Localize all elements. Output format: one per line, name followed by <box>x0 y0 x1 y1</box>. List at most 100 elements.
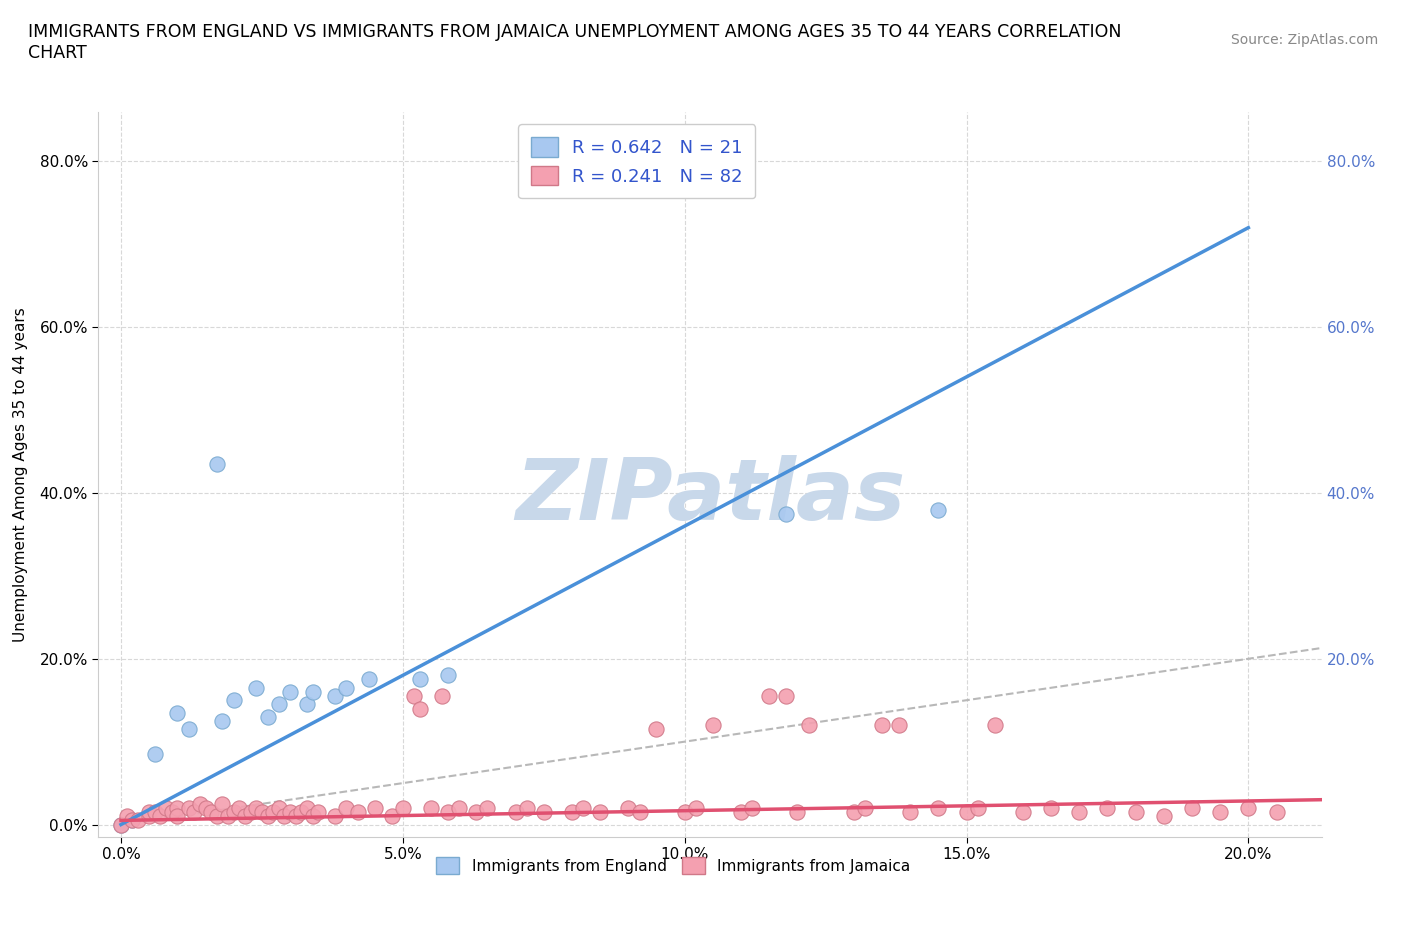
Point <box>628 804 651 819</box>
Point <box>853 801 876 816</box>
Point <box>1097 801 1119 816</box>
Point <box>205 809 228 824</box>
Point <box>273 809 295 824</box>
Point <box>617 801 640 816</box>
Point <box>432 688 454 703</box>
Point <box>797 718 820 733</box>
Point <box>278 684 301 699</box>
Point <box>194 801 217 816</box>
Point <box>449 801 471 816</box>
Point <box>301 684 323 699</box>
Point <box>966 801 988 816</box>
Point <box>301 809 323 824</box>
Point <box>183 804 205 819</box>
Point <box>1181 801 1204 816</box>
Point <box>284 809 307 824</box>
Point <box>262 804 284 819</box>
Point <box>307 804 329 819</box>
Point <box>983 718 1005 733</box>
Point <box>673 804 696 819</box>
Point <box>250 804 273 819</box>
Point <box>200 804 222 819</box>
Point <box>267 697 290 711</box>
Point <box>927 502 949 517</box>
Point <box>166 809 188 824</box>
Legend: Immigrants from England, Immigrants from Jamaica: Immigrants from England, Immigrants from… <box>430 851 917 880</box>
Point <box>775 506 797 521</box>
Point <box>927 801 949 816</box>
Point <box>110 817 132 832</box>
Text: Source: ZipAtlas.com: Source: ZipAtlas.com <box>1230 33 1378 46</box>
Point <box>110 817 132 832</box>
Point <box>222 693 245 708</box>
Point <box>363 801 385 816</box>
Point <box>786 804 808 819</box>
Y-axis label: Unemployment Among Ages 35 to 44 years: Unemployment Among Ages 35 to 44 years <box>14 307 28 642</box>
Point <box>420 801 443 816</box>
Point <box>233 809 256 824</box>
Point <box>842 804 865 819</box>
Point <box>437 804 460 819</box>
Point <box>267 801 290 816</box>
Point <box>188 796 211 811</box>
Point <box>222 804 245 819</box>
Point <box>290 804 312 819</box>
Point <box>380 809 402 824</box>
Point <box>155 801 177 816</box>
Point <box>166 801 188 816</box>
Point <box>730 804 752 819</box>
Point <box>955 804 977 819</box>
Point <box>121 813 143 828</box>
Point <box>143 747 166 762</box>
Point <box>239 804 262 819</box>
Point <box>211 796 233 811</box>
Point <box>1209 804 1232 819</box>
Point <box>685 801 707 816</box>
Point <box>572 801 595 816</box>
Text: IMMIGRANTS FROM ENGLAND VS IMMIGRANTS FROM JAMAICA UNEMPLOYMENT AMONG AGES 35 TO: IMMIGRANTS FROM ENGLAND VS IMMIGRANTS FR… <box>28 23 1122 62</box>
Point <box>1237 801 1260 816</box>
Point <box>409 672 432 687</box>
Point <box>245 801 267 816</box>
Point <box>465 804 488 819</box>
Point <box>702 718 724 733</box>
Point <box>323 809 346 824</box>
Point <box>561 804 583 819</box>
Point <box>758 688 780 703</box>
Point <box>391 801 413 816</box>
Point <box>437 668 460 683</box>
Point <box>409 701 432 716</box>
Point <box>870 718 893 733</box>
Point <box>217 809 239 824</box>
Point <box>228 801 250 816</box>
Point <box>256 809 278 824</box>
Point <box>589 804 612 819</box>
Point <box>245 681 267 696</box>
Point <box>775 688 797 703</box>
Point <box>346 804 368 819</box>
Point <box>1125 804 1147 819</box>
Point <box>205 457 228 472</box>
Point <box>160 804 183 819</box>
Point <box>335 801 357 816</box>
Point <box>887 718 910 733</box>
Point <box>898 804 921 819</box>
Point <box>335 681 357 696</box>
Point <box>138 809 160 824</box>
Text: ZIPatlas: ZIPatlas <box>515 455 905 538</box>
Point <box>1012 804 1035 819</box>
Point <box>177 722 200 737</box>
Point <box>741 801 763 816</box>
Point <box>1040 801 1063 816</box>
Point <box>278 804 301 819</box>
Point <box>115 809 138 824</box>
Point <box>149 809 172 824</box>
Point <box>404 688 426 703</box>
Point <box>138 804 160 819</box>
Point <box>166 705 188 720</box>
Point <box>295 697 318 711</box>
Point <box>177 801 200 816</box>
Point <box>516 801 538 816</box>
Point <box>533 804 555 819</box>
Point <box>211 713 233 728</box>
